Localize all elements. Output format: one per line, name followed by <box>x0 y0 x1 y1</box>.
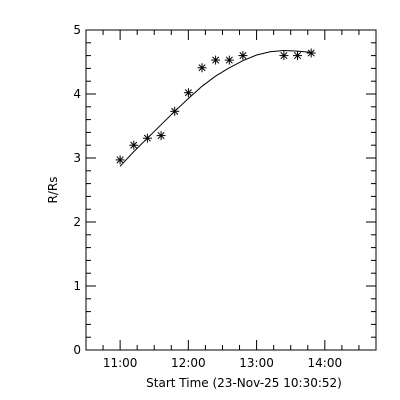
data-point-asterisk <box>211 55 221 65</box>
asterisk-stroke <box>184 89 192 97</box>
y-tick-label: 3 <box>73 151 81 165</box>
asterisk-stroke <box>239 52 247 60</box>
x-tick-label: 13:00 <box>239 356 274 370</box>
y-axis-label: R/Rs <box>46 177 60 204</box>
asterisk-stroke <box>307 49 315 57</box>
y-tick-label: 2 <box>73 215 81 229</box>
asterisk-stroke <box>157 132 165 140</box>
asterisk-stroke <box>116 156 124 164</box>
y-tick-label: 0 <box>73 343 81 357</box>
data-point-asterisk <box>224 55 234 65</box>
data-point-asterisk <box>197 63 207 73</box>
x-tick-label: 12:00 <box>171 356 206 370</box>
data-point-asterisk <box>115 155 125 165</box>
data-point-asterisk <box>156 131 166 141</box>
data-point-asterisk <box>306 48 316 58</box>
x-tick-label: 11:00 <box>103 356 138 370</box>
axis-ticks <box>85 29 377 351</box>
data-point-asterisk <box>293 51 302 61</box>
series-layer <box>115 48 316 167</box>
data-point-asterisk <box>183 88 193 98</box>
x-axis-label: Start Time (23-Nov-25 10:30:52) <box>146 376 342 390</box>
plot-frame <box>85 29 377 351</box>
asterisk-stroke <box>212 56 220 64</box>
plot-border <box>85 29 377 351</box>
asterisk-stroke <box>130 141 138 149</box>
fit-curve <box>119 49 312 167</box>
asterisk-stroke <box>280 52 288 60</box>
asterisk-stroke <box>293 52 302 60</box>
tick-labels: 0 1 2 3 4 5 11:00 12:00 13:00 14:00 <box>73 23 342 370</box>
data-point-asterisk <box>129 140 139 150</box>
data-point-asterisk <box>238 51 248 61</box>
asterisk-stroke <box>225 56 233 64</box>
y-tick-label: 5 <box>73 23 81 37</box>
asterisk-stroke <box>198 64 206 72</box>
y-tick-label: 1 <box>73 279 81 293</box>
x-tick-label: 14:00 <box>308 356 343 370</box>
data-point-asterisk <box>279 51 289 61</box>
y-tick-label: 4 <box>73 87 81 101</box>
